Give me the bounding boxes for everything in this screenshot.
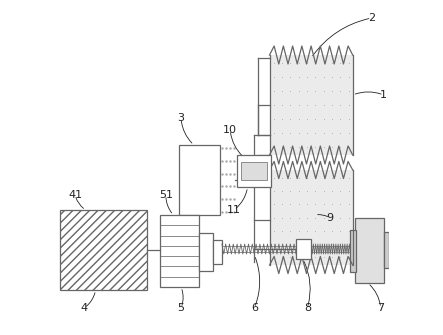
Bar xyxy=(237,155,271,187)
Bar xyxy=(241,162,267,180)
Text: 9: 9 xyxy=(326,213,334,223)
Bar xyxy=(160,215,199,287)
Bar xyxy=(60,210,147,290)
Bar xyxy=(355,218,384,283)
Text: 41: 41 xyxy=(68,190,82,200)
Text: 1: 1 xyxy=(380,90,387,100)
Text: 10: 10 xyxy=(223,125,237,135)
Text: 5: 5 xyxy=(178,303,185,313)
Text: 7: 7 xyxy=(377,303,384,313)
Bar xyxy=(269,55,353,155)
Text: 2: 2 xyxy=(368,13,375,23)
Bar xyxy=(213,240,222,264)
Bar xyxy=(179,145,220,215)
Bar xyxy=(350,230,357,272)
Text: 8: 8 xyxy=(304,303,311,313)
Text: 6: 6 xyxy=(251,303,258,313)
Bar xyxy=(296,239,311,259)
Text: 51: 51 xyxy=(159,190,173,200)
Text: 3: 3 xyxy=(178,113,185,123)
Bar xyxy=(199,233,213,271)
Text: 4: 4 xyxy=(81,303,88,313)
Bar xyxy=(269,170,353,265)
Text: 11: 11 xyxy=(227,205,241,215)
Bar xyxy=(384,232,389,268)
